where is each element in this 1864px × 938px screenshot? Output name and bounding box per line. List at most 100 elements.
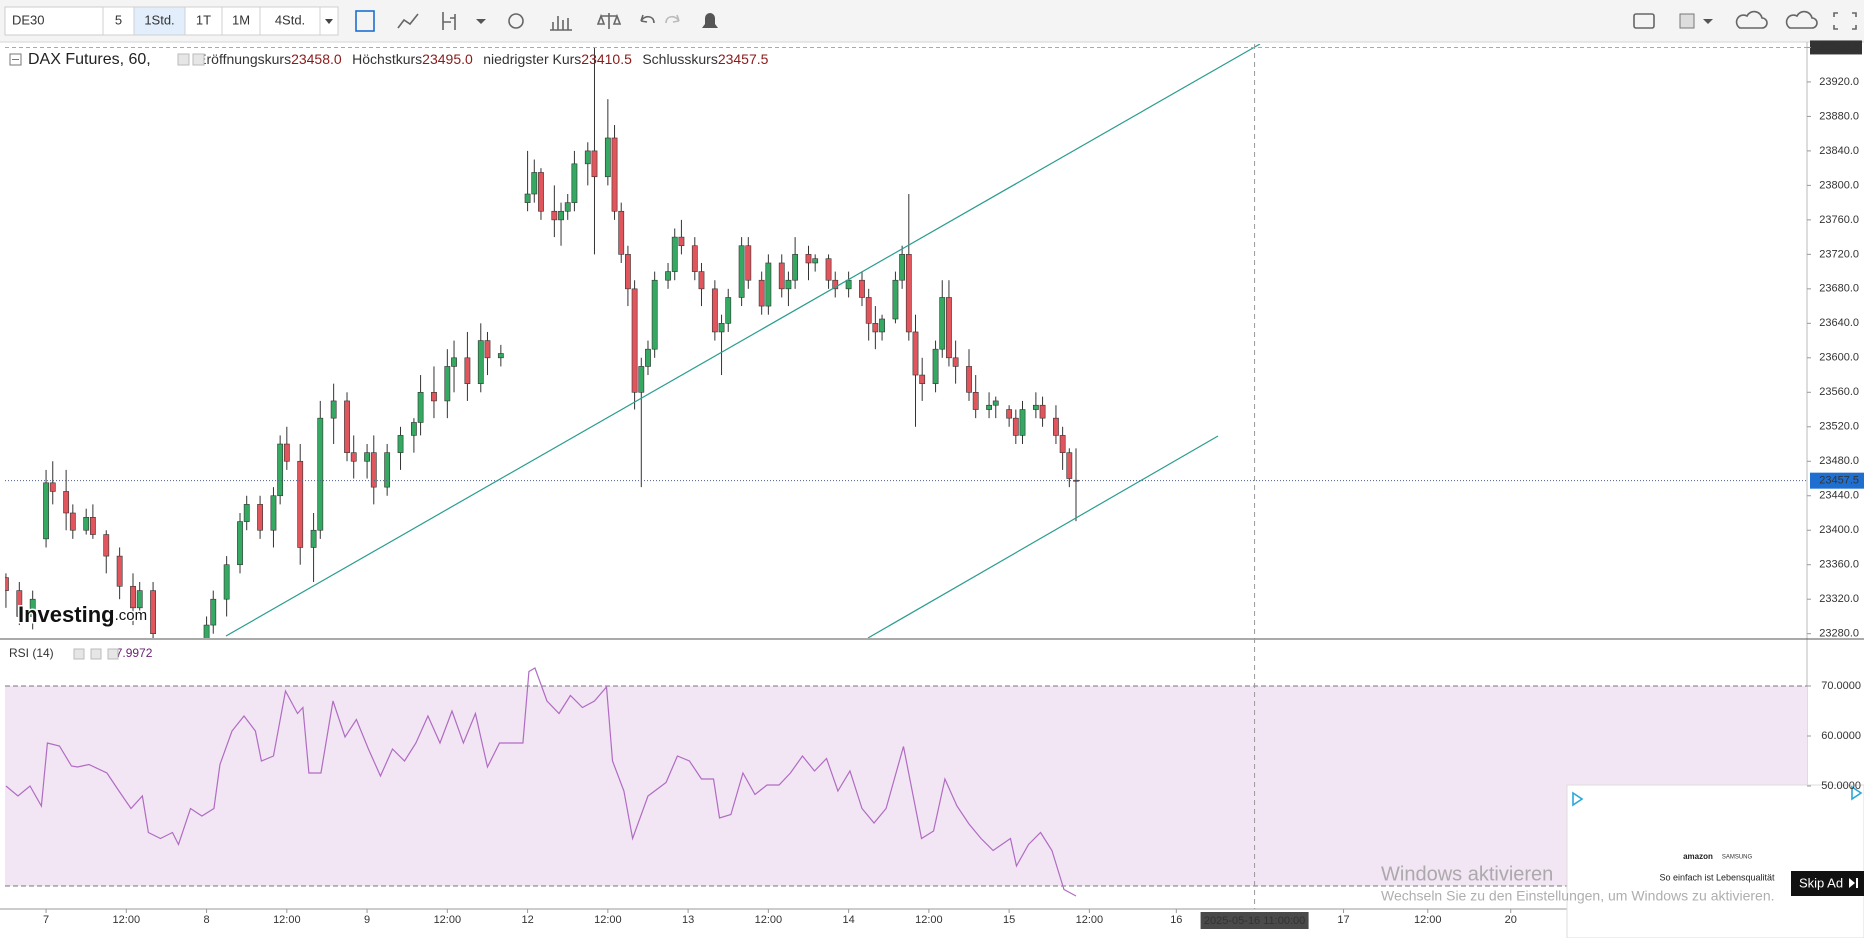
candle-body (986, 404, 992, 410)
candle-body (932, 348, 939, 384)
interval-button[interactable] (102, 6, 135, 36)
ad-choice-icon[interactable] (1572, 791, 1584, 807)
indicators-icon[interactable] (550, 16, 572, 31)
candle-body (29, 598, 36, 617)
candle-body (257, 504, 263, 531)
trend-line[interactable] (225, 44, 1261, 637)
x-tick-label: 12:00 (1076, 914, 1104, 926)
interval-button[interactable] (133, 6, 186, 36)
symbol-input[interactable] (4, 6, 104, 36)
header-icon[interactable] (192, 53, 205, 66)
field-label: Eröffnungskurs (197, 51, 291, 67)
candle-body (384, 452, 391, 488)
toolbar: DE30 5 1Std. 1T 1M 4Std. (0, 0, 1864, 43)
y-tick-label: 23280.0 (1819, 628, 1859, 640)
ad-brand: amazon (1683, 852, 1713, 861)
candle-icon[interactable] (355, 10, 375, 32)
field-value: 23495.0 (422, 51, 473, 67)
candle-body (631, 288, 638, 393)
fullscreen-icon[interactable] (1833, 12, 1857, 30)
crosshair-box (1200, 912, 1309, 929)
skip-ad-label[interactable]: Skip Ad (1799, 875, 1843, 890)
candle-body (792, 254, 799, 281)
candle-body (89, 517, 96, 535)
bars-icon[interactable] (442, 12, 456, 30)
rsi-icon[interactable] (90, 648, 102, 660)
candle-body (625, 254, 631, 290)
cloud-load-icon[interactable] (1735, 10, 1768, 29)
layout-dropdown[interactable] (1703, 19, 1713, 24)
candle-body (1012, 417, 1019, 436)
candle-body (203, 624, 210, 638)
trend-line[interactable] (867, 435, 1219, 638)
interval-label[interactable]: 1T (196, 12, 211, 27)
candle-body (283, 443, 290, 462)
settings-icon[interactable] (508, 13, 524, 29)
candle-body (604, 137, 611, 178)
candle-body (825, 258, 832, 281)
candle-body (892, 279, 899, 320)
y-tick-label: 60.0000 (1821, 730, 1861, 742)
alert-icon[interactable] (702, 13, 718, 28)
candle-body (992, 400, 999, 406)
rsi-close[interactable] (107, 648, 119, 660)
interval-button[interactable] (259, 6, 321, 36)
interval-buttons: 5 1Std. 1T 1M 4Std. (102, 6, 339, 36)
undo-icon[interactable] (640, 14, 655, 24)
y-tick-label: 23800.0 (1819, 179, 1859, 191)
watermark-title: Windows aktivieren (1381, 863, 1553, 885)
interval-label[interactable]: 5 (115, 12, 122, 27)
field-label: niedrigster Kurs (483, 51, 581, 67)
y-tick-label: 23720.0 (1819, 248, 1859, 260)
line-icon[interactable] (397, 13, 419, 29)
toolbar-icons (355, 10, 1857, 32)
interval-label[interactable]: 4Std. (275, 12, 305, 27)
candle-body (43, 482, 49, 540)
compare-icon[interactable] (596, 13, 622, 29)
x-tick-label: 12:00 (434, 914, 462, 926)
y-tick-label: 23840.0 (1819, 145, 1859, 157)
candle-body (49, 482, 56, 492)
header-icon[interactable] (177, 53, 190, 66)
redo-icon[interactable] (665, 14, 680, 24)
cloud-save-icon[interactable] (1785, 10, 1818, 29)
logo: Investing.com (18, 602, 147, 627)
y-tick-label: 23880.0 (1819, 110, 1859, 122)
field-label: Höchstkurs (352, 51, 422, 67)
candle-body (859, 279, 865, 298)
y-tick-label: 23760.0 (1819, 214, 1859, 226)
field-label: Schlusskurs (642, 51, 717, 67)
candle-body (270, 495, 277, 531)
rsi-line (5, 667, 1077, 897)
candle-body (778, 262, 785, 290)
dropdown-arrow (325, 19, 333, 24)
x-tick-label: 13 (682, 914, 694, 926)
layout-icon[interactable] (1679, 13, 1695, 29)
candle-body (344, 400, 350, 453)
candle-body (812, 258, 819, 264)
field-value: 23457.5 (718, 51, 769, 67)
rsi-value: 27.9972 (109, 646, 153, 660)
interval-button[interactable] (184, 6, 223, 36)
candle-body (872, 323, 879, 333)
crosshair-label: 2025-05-16 11:00:00 (1204, 915, 1305, 927)
rsi-icon[interactable] (73, 648, 85, 660)
dropdown-icon[interactable] (476, 19, 486, 24)
candle-body (758, 279, 765, 307)
candle-body (785, 279, 792, 290)
interval-label[interactable]: 1Std. (144, 12, 174, 27)
candle-body (691, 245, 698, 272)
candle-body (718, 323, 725, 333)
symbol[interactable]: DE30 (12, 12, 45, 27)
x-tick-label: 15 (1003, 914, 1015, 926)
x-tick-label: 7 (43, 914, 49, 926)
ad-box[interactable] (1566, 784, 1864, 938)
interval-label[interactable]: 1M (232, 12, 250, 27)
ad-choice-icon[interactable] (1851, 785, 1863, 801)
x-tick-label: 12:00 (113, 914, 141, 926)
candle-body (136, 590, 143, 609)
candle-body (571, 163, 578, 203)
camera-icon[interactable] (1633, 13, 1655, 29)
candle-body (591, 150, 598, 178)
